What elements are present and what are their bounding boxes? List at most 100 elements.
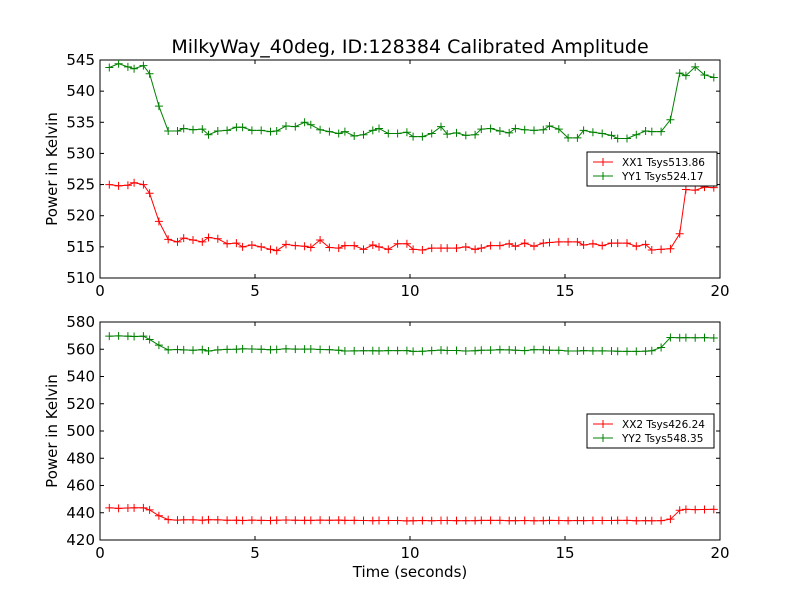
legend-label: YY2 Tsys548.35 <box>621 433 703 445</box>
data-point <box>359 245 368 254</box>
data-point <box>409 516 418 525</box>
data-point <box>204 130 213 139</box>
data-point <box>409 245 418 254</box>
data-point <box>418 245 427 254</box>
data-point <box>477 516 486 525</box>
data-point <box>223 516 232 525</box>
data-point <box>573 133 582 142</box>
data-point <box>130 332 139 341</box>
y-axis-label: Power in Kelvin <box>43 374 61 488</box>
x-axis-label: Time (seconds) <box>352 563 468 581</box>
data-point <box>223 239 232 248</box>
x-tick-label: 20 <box>710 282 729 300</box>
data-point <box>384 346 393 355</box>
data-point <box>495 345 504 354</box>
data-point <box>623 134 631 143</box>
data-point <box>613 134 622 143</box>
data-point <box>598 241 607 250</box>
data-point <box>623 516 631 525</box>
y-tick-label: 560 <box>66 340 95 358</box>
data-point <box>130 503 139 512</box>
y-tick-label: 420 <box>66 531 95 549</box>
data-point <box>145 335 154 344</box>
data-point <box>130 178 139 187</box>
data-point <box>316 345 325 354</box>
data-point <box>282 240 290 249</box>
data-point <box>340 347 349 356</box>
data-point <box>350 516 359 525</box>
data-point <box>579 240 588 249</box>
data-point <box>564 133 573 142</box>
data-point <box>709 333 718 342</box>
data-point <box>588 346 597 355</box>
data-point <box>613 516 622 525</box>
data-point <box>154 341 163 350</box>
data-point <box>452 244 461 253</box>
data-point <box>545 122 554 131</box>
legend-box <box>586 413 715 449</box>
data-point <box>213 234 222 243</box>
y-tick-label: 520 <box>66 207 95 225</box>
data-point <box>545 238 554 247</box>
data-point <box>675 506 684 515</box>
y-tick-label: 480 <box>66 449 95 467</box>
data-point <box>164 127 173 136</box>
data-point <box>579 516 588 525</box>
data-point <box>530 126 538 135</box>
data-point <box>393 346 402 355</box>
data-point <box>306 120 315 129</box>
data-point <box>334 346 343 355</box>
data-point <box>114 181 123 190</box>
x-tick-label: 0 <box>95 544 105 562</box>
data-point <box>213 127 222 136</box>
data-point <box>461 131 470 140</box>
data-point <box>238 242 247 251</box>
data-point <box>545 516 554 525</box>
data-point <box>495 516 504 525</box>
chart-title: MilkyWay_40deg, ID:128384 Calibrated Amp… <box>171 36 648 58</box>
data-point <box>359 346 368 355</box>
data-point <box>291 516 300 525</box>
data-point <box>530 345 538 354</box>
data-point <box>613 347 622 356</box>
data-point <box>709 73 718 82</box>
data-point <box>647 346 656 355</box>
data-point <box>564 237 573 246</box>
data-point <box>443 130 452 139</box>
data-point <box>384 516 393 525</box>
data-point <box>130 64 139 73</box>
data-point <box>691 62 700 71</box>
data-point <box>443 516 452 525</box>
data-point <box>486 516 495 525</box>
y-tick-label: 540 <box>66 368 95 386</box>
data-point <box>613 239 622 248</box>
data-point <box>266 245 275 254</box>
data-point <box>657 245 666 254</box>
data-point <box>232 239 241 248</box>
data-point <box>340 516 349 525</box>
legend-box <box>586 151 718 187</box>
data-point <box>247 240 256 249</box>
data-point <box>189 346 197 355</box>
data-point <box>452 346 461 355</box>
data-point <box>588 516 597 525</box>
data-point <box>579 346 588 355</box>
data-point <box>477 346 486 355</box>
data-point <box>461 516 470 525</box>
data-point <box>471 346 480 355</box>
data-point <box>418 516 427 525</box>
x-tick-label: 5 <box>250 282 260 300</box>
data-point <box>471 130 480 139</box>
data-point <box>179 124 188 133</box>
data-point <box>257 345 266 354</box>
legend-label: YY1 Tsys524.17 <box>621 171 703 183</box>
data-point <box>681 505 690 514</box>
data-point <box>350 346 359 355</box>
data-point <box>477 244 486 253</box>
data-point <box>105 63 114 72</box>
data-point <box>257 242 266 251</box>
data-point <box>700 70 709 79</box>
data-point <box>282 515 290 524</box>
data-point <box>282 344 290 353</box>
